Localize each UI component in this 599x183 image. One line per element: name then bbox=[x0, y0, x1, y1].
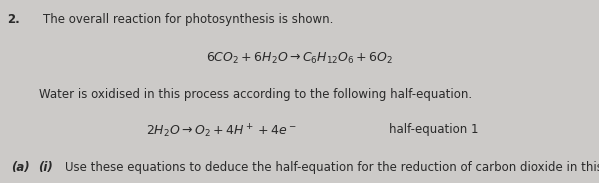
Text: Use these equations to deduce the half-equation for the reduction of carbon diox: Use these equations to deduce the half-e… bbox=[65, 161, 599, 174]
Text: The overall reaction for photosynthesis is shown.: The overall reaction for photosynthesis … bbox=[43, 13, 334, 26]
Text: (i): (i) bbox=[38, 161, 53, 174]
Text: $2H_2O \rightarrow O_2 + 4H^+ + 4e^-$: $2H_2O \rightarrow O_2 + 4H^+ + 4e^-$ bbox=[146, 123, 297, 140]
Text: $6CO_2 + 6H_2O \rightarrow C_6H_{12}O_6 + 6O_2$: $6CO_2 + 6H_2O \rightarrow C_6H_{12}O_6 … bbox=[206, 51, 393, 66]
Text: (a): (a) bbox=[11, 161, 29, 174]
Text: 2.: 2. bbox=[7, 13, 20, 26]
Text: Water is oxidised in this process according to the following half-equation.: Water is oxidised in this process accord… bbox=[39, 88, 472, 101]
Text: half-equation 1: half-equation 1 bbox=[389, 123, 479, 136]
